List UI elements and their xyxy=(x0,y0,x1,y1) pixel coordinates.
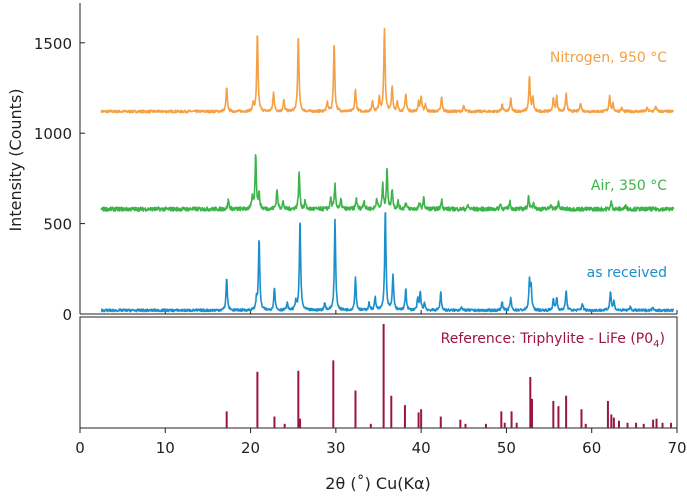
y-axis-label: Intensity (Counts) xyxy=(6,88,25,231)
reference-label-text: Reference: Triphylite - LiFe (P0 xyxy=(441,331,654,347)
x-tick-label-40: 40 xyxy=(412,439,431,457)
series-line-nitrogen xyxy=(100,27,675,114)
reference-label-subscript: 4 xyxy=(653,339,659,350)
series-label-air: Air, 350 °C xyxy=(591,178,667,194)
y-tick-label-1000: 1000 xyxy=(34,125,72,143)
series-layer xyxy=(100,27,675,313)
x-tick-label-0: 0 xyxy=(75,439,85,457)
x-tick-label-50: 50 xyxy=(497,439,516,457)
x-tick-label-20: 20 xyxy=(241,439,260,457)
x-tick-label-60: 60 xyxy=(582,439,601,457)
x-axis-label: 2θ (˚) Cu(Kα) xyxy=(325,474,430,493)
x-tick-label-70: 70 xyxy=(667,439,686,457)
reference-bars xyxy=(225,324,673,428)
series-line-air xyxy=(100,154,675,212)
series-line-received xyxy=(100,212,675,313)
axis-frame xyxy=(79,3,678,429)
y-tick-label-500: 500 xyxy=(43,216,72,234)
x-tick-label-30: 30 xyxy=(326,439,345,457)
series-label-received: as received xyxy=(587,265,667,281)
y-tick-label-1500: 1500 xyxy=(34,35,72,53)
x-axis-ticks: 0 10 20 30 40 50 60 70 xyxy=(75,310,687,457)
series-label-nitrogen: Nitrogen, 950 °C xyxy=(550,50,667,66)
reference-label: Reference: Triphylite - LiFe (P04) xyxy=(441,331,665,350)
y-axis-ticks: 0 500 1000 1500 xyxy=(34,35,85,324)
reference-label-close: ) xyxy=(660,331,665,347)
x-tick-label-10: 10 xyxy=(156,439,175,457)
y-tick-label-0: 0 xyxy=(62,306,72,324)
reference-panel-frame xyxy=(79,316,678,429)
